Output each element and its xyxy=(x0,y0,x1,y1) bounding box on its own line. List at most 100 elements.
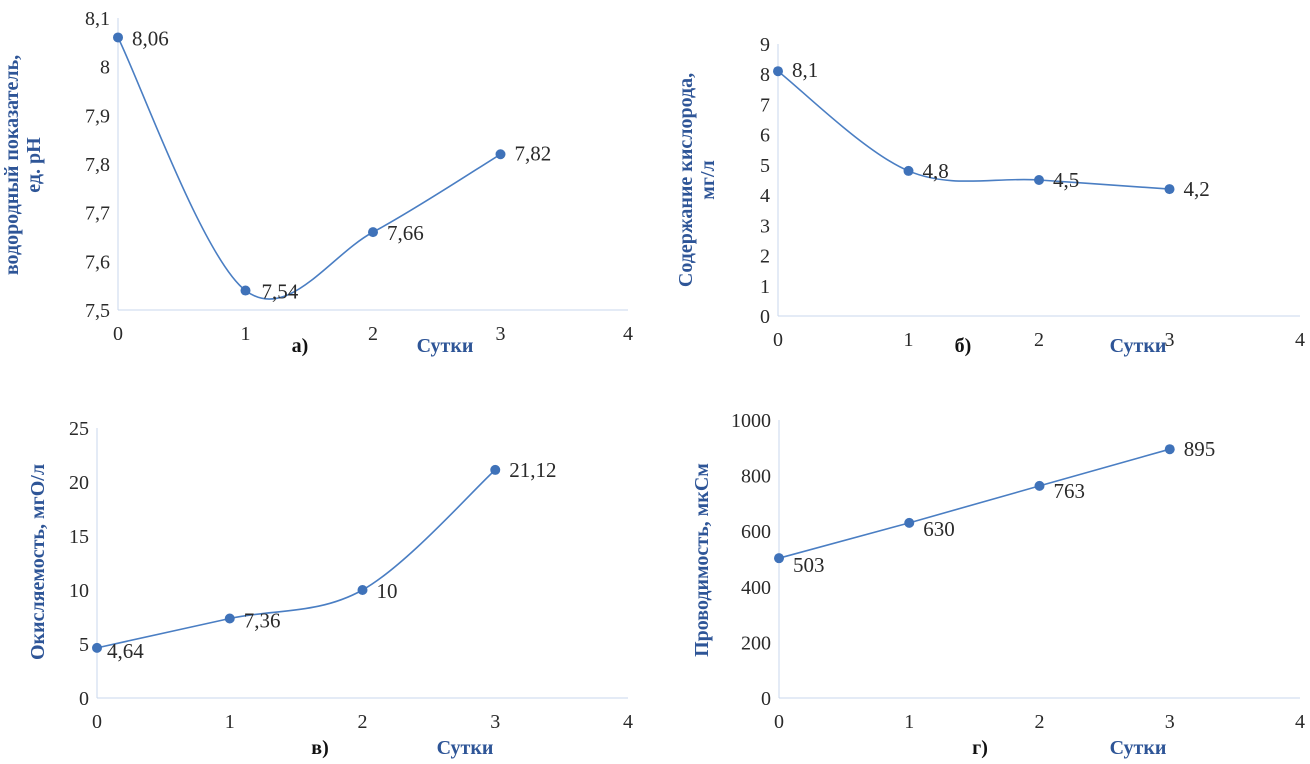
data-label: 8,06 xyxy=(132,26,169,50)
data-label: 4,64 xyxy=(107,639,144,663)
y-tick-label: 0 xyxy=(79,688,89,710)
y-tick-label: 15 xyxy=(69,526,89,548)
x-tick-label: 0 xyxy=(773,329,783,351)
y-tick-label: 0 xyxy=(761,688,771,710)
y-axis-title: Содержание кислорода, мг/л xyxy=(675,73,719,287)
y-axis-title-line: Окисляемость, мгО/л xyxy=(27,464,49,660)
x-tick-label: 3 xyxy=(490,711,500,733)
y-tick-label: 400 xyxy=(741,577,771,599)
y-tick-label: 8 xyxy=(100,57,110,79)
y-tick-label: 7,9 xyxy=(85,105,110,127)
y-tick-label: 600 xyxy=(741,521,771,543)
data-label: 503 xyxy=(793,553,825,577)
x-tick-label: 2 xyxy=(1035,711,1045,733)
x-tick-label: 1 xyxy=(241,323,251,345)
data-point xyxy=(903,165,914,176)
x-tick-label: 2 xyxy=(1034,329,1044,351)
data-point xyxy=(490,464,501,475)
y-tick-label: 7,5 xyxy=(85,300,110,322)
y-tick-label: 3 xyxy=(760,215,770,237)
y-axis-title-line: водородный показатель, xyxy=(1,55,23,275)
panel-label: в) xyxy=(311,737,328,759)
series-line xyxy=(778,448,1170,559)
y-axis-title: Проводимость, мкСм xyxy=(691,463,713,657)
y-tick-label: 8,1 xyxy=(85,8,110,30)
x-tick-label: 1 xyxy=(904,711,914,733)
x-tick-label: 0 xyxy=(113,323,123,345)
data-label: 763 xyxy=(1054,479,1086,503)
y-tick-label: 20 xyxy=(69,472,89,494)
x-tick-label: 4 xyxy=(623,323,633,345)
x-tick-label: 2 xyxy=(368,323,378,345)
y-tick-label: 1000 xyxy=(731,410,771,432)
x-axis-title: Сутки xyxy=(417,335,474,357)
data-point xyxy=(224,613,235,624)
y-tick-label: 2 xyxy=(760,246,770,268)
data-label: 10 xyxy=(377,579,398,603)
y-tick-label: 6 xyxy=(760,125,770,147)
y-tick-label: 25 xyxy=(69,418,89,440)
y-axis-title-line: Содержание кислорода, xyxy=(675,73,697,287)
x-tick-label: 1 xyxy=(225,711,235,733)
panel-label: г) xyxy=(972,737,988,759)
data-point xyxy=(1164,184,1175,195)
x-tick-label: 3 xyxy=(496,323,506,345)
chart-panel-2: 0 5 10 15 20 25 0 1 2 3 4 4,64 7,36 10 21,12 Окисляемос… xyxy=(27,418,633,759)
data-point xyxy=(495,149,506,160)
y-tick-label: 7,7 xyxy=(85,203,110,225)
y-tick-label: 10 xyxy=(69,580,89,602)
y-tick-label: 4 xyxy=(760,185,770,207)
data-label: 7,36 xyxy=(244,609,281,633)
y-tick-label: 1 xyxy=(760,276,770,298)
x-tick-label: 3 xyxy=(1165,711,1175,733)
y-tick-label: 5 xyxy=(760,155,770,177)
y-tick-label: 7,6 xyxy=(85,251,110,273)
y-axis-title: водородный показатель, ед. pH xyxy=(1,55,45,275)
x-axis-title: Сутки xyxy=(1110,737,1167,759)
data-point xyxy=(1034,480,1045,491)
series-line xyxy=(117,37,501,300)
chart-panel-3: 0 200 400 600 800 1000 0 1 2 3 4 503 630 763 895 Провод… xyxy=(691,410,1305,759)
y-axis-title-line: мг/л xyxy=(697,160,719,199)
panel-label: а) xyxy=(292,335,309,357)
y-axis-title-line: Проводимость, мкСм xyxy=(691,463,713,657)
data-label: 7,66 xyxy=(387,221,424,245)
x-tick-label: 0 xyxy=(92,711,102,733)
y-tick-label: 7,8 xyxy=(85,154,110,176)
y-axis-title: Окисляемость, мгО/л xyxy=(27,464,49,660)
y-tick-label: 0 xyxy=(760,306,770,328)
x-tick-label: 3 xyxy=(1165,329,1175,351)
x-tick-label: 2 xyxy=(358,711,368,733)
x-tick-label: 4 xyxy=(623,711,633,733)
data-label: 4,2 xyxy=(1184,177,1210,201)
y-tick-label: 800 xyxy=(741,466,771,488)
panel-label: б) xyxy=(955,335,972,357)
data-point xyxy=(904,517,915,528)
data-point xyxy=(774,553,784,564)
data-label: 7,82 xyxy=(515,141,552,165)
data-label: 895 xyxy=(1184,437,1216,461)
data-point xyxy=(357,585,368,595)
series-line xyxy=(777,70,1170,190)
x-tick-label: 4 xyxy=(1295,329,1305,351)
chart-panel-0: 7,5 7,6 7,7 7,8 7,9 8 8,1 0 1 2 3 4 8,06 7,54 7,66 7,82… xyxy=(1,8,633,357)
data-label: 8,1 xyxy=(792,58,818,82)
data-point xyxy=(240,285,251,296)
data-point xyxy=(773,66,783,77)
x-axis-title: Сутки xyxy=(1110,335,1167,357)
chart-panel-1: 0 1 2 3 4 5 6 7 8 9 0 1 2 3 4 8,1 4,8 4,5 4,2 Содержание ки… xyxy=(675,34,1305,357)
series-line xyxy=(96,469,496,649)
data-label: 4,5 xyxy=(1053,168,1079,192)
y-tick-label: 8 xyxy=(760,64,770,86)
data-label: 630 xyxy=(923,517,955,541)
data-label: 4,8 xyxy=(923,159,949,183)
data-point xyxy=(368,227,378,238)
data-point xyxy=(92,642,102,653)
y-tick-label: 7 xyxy=(760,94,770,116)
data-label: 21,12 xyxy=(509,458,556,482)
y-axis-title-line: ед. pH xyxy=(23,137,45,193)
x-tick-label: 0 xyxy=(774,711,784,733)
data-point xyxy=(113,32,123,43)
x-tick-label: 1 xyxy=(904,329,914,351)
